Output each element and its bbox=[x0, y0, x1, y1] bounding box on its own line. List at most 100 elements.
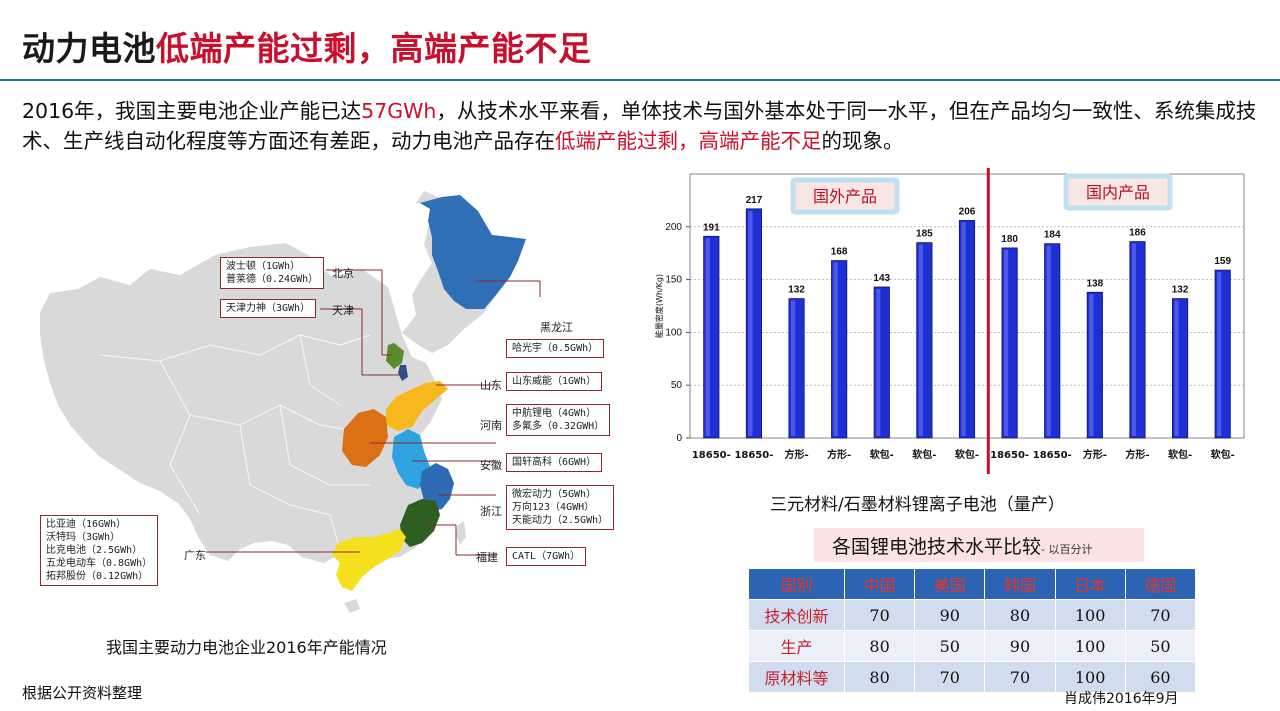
intro-highlight-capacity: 57GWh bbox=[361, 99, 437, 123]
group-label: 国内产品 bbox=[1086, 183, 1150, 202]
box-zhejiang: 微宏动力（5GWh） 万向123（4GWH） 天能动力（2.5GWh） bbox=[506, 485, 615, 530]
company-lishen: 天津力神（3GWh） bbox=[226, 303, 311, 314]
x-tick-label: 软包- bbox=[1211, 448, 1235, 461]
map-caption: 我国主要动力电池企业2016年产能情况 bbox=[106, 638, 387, 657]
company-bak: 比克电池（2.5GWh） bbox=[46, 545, 143, 556]
y-tick-label: 0 bbox=[676, 433, 682, 444]
page-title: 动力电池低端产能过剩，高端产能不足 bbox=[22, 22, 592, 70]
china-base-shape bbox=[40, 243, 442, 563]
data-label: 191 bbox=[703, 222, 720, 233]
company-tianneng: 天能动力（2.5GWh） bbox=[512, 515, 609, 526]
table-cell: 90 bbox=[914, 599, 986, 631]
beijing-shape bbox=[386, 343, 404, 369]
company-dfd: 多氟多（0.32GWH） bbox=[512, 421, 605, 432]
bar-highlight bbox=[1046, 245, 1051, 436]
bar-highlight bbox=[918, 244, 924, 436]
header-cell: 国别 bbox=[748, 568, 845, 600]
y-tick-label: 200 bbox=[665, 222, 682, 233]
chart-title: 三元材料/石墨材料锂离子电池（量产） bbox=[770, 495, 1065, 515]
data-label: 138 bbox=[1087, 278, 1104, 289]
taiwan-shape bbox=[456, 521, 466, 545]
map-shapes bbox=[40, 191, 526, 613]
intro-text-2: ，从技术水平来看，单体技术与国外基本处于同一水平，但在产品均匀一致性、系统集成技… bbox=[22, 99, 1257, 153]
data-label: 184 bbox=[1044, 230, 1061, 241]
table-row: 原材料等 80 70 70 100 60 bbox=[748, 661, 1197, 693]
company-wanxiang: 万向123（4GWH） bbox=[512, 502, 595, 513]
label-guangdong: 广东 bbox=[184, 549, 206, 562]
box-tianjin: 天津力神（3GWh） bbox=[220, 299, 317, 318]
bar-highlight bbox=[1174, 300, 1179, 436]
chart-svg: 0 50 100 150 200 能量密度(Wh/Kg) 191 18650- 217 18650… bbox=[654, 168, 1245, 474]
intro-text-1: 2016年，我国主要电池企业产能已达 bbox=[22, 99, 362, 123]
table-cell: 70 bbox=[1124, 599, 1197, 631]
hainan-shape bbox=[344, 599, 360, 613]
label-tianjin: 天津 bbox=[332, 304, 354, 317]
box-anhui: 国轩高科（6GWH） bbox=[506, 453, 603, 472]
box-heilongjiang: 哈光宇（0.5GWh） bbox=[506, 339, 605, 358]
table-cell: 60 bbox=[1124, 661, 1197, 693]
company-microvast: 微宏动力（5GWh） bbox=[512, 489, 597, 500]
data-label: 168 bbox=[831, 247, 848, 258]
bar-highlight bbox=[1217, 272, 1222, 436]
table-row: 生产 80 50 90 100 50 bbox=[748, 630, 1197, 662]
x-tick-label: 软包- bbox=[1168, 448, 1192, 461]
x-tick-label: 18650- bbox=[734, 450, 773, 461]
bar-highlight bbox=[1003, 249, 1009, 436]
company-catl: CATL（7GWh） bbox=[512, 551, 581, 562]
label-anhui: 安徽 bbox=[480, 459, 502, 472]
data-label: 180 bbox=[1001, 234, 1018, 245]
label-beijing: 北京 bbox=[332, 267, 354, 280]
comparison-title: 各国锂电池技术水平比较- 以百分计 bbox=[814, 528, 1144, 562]
x-tick-label: 方形- bbox=[784, 448, 808, 461]
row-label: 生产 bbox=[748, 630, 845, 662]
label-fujian: 福建 bbox=[476, 551, 498, 564]
box-shandong: 山东威能（1GWh） bbox=[506, 372, 603, 391]
bar-highlight bbox=[961, 222, 966, 436]
header-cell: 韩国 bbox=[984, 568, 1056, 600]
zhejiang-shape bbox=[420, 463, 454, 511]
row-label: 原材料等 bbox=[748, 661, 845, 693]
x-tick-label: 软包- bbox=[955, 448, 979, 461]
y-tick-label: 50 bbox=[671, 380, 683, 391]
bar-highlight bbox=[876, 288, 881, 436]
henan-shape bbox=[342, 409, 388, 467]
fujian-shape bbox=[400, 499, 440, 547]
table-cell: 80 bbox=[843, 661, 916, 693]
x-tick-label: 18650- bbox=[990, 450, 1029, 461]
y-tick-label: 100 bbox=[665, 327, 682, 338]
box-fujian: CATL（7GWh） bbox=[506, 547, 587, 566]
header-cell: 中国 bbox=[843, 568, 916, 600]
company-coslight: 哈光宇（0.5GWh） bbox=[512, 343, 599, 354]
company-optimum: 沃特玛（3GWh） bbox=[46, 532, 121, 543]
bar-highlight bbox=[748, 210, 753, 436]
label-shandong: 山东 bbox=[480, 379, 502, 392]
label-zhejiang: 浙江 bbox=[480, 505, 502, 518]
data-label: 143 bbox=[873, 273, 890, 284]
guangdong-shape bbox=[332, 529, 406, 591]
group-label-box bbox=[790, 177, 900, 215]
province-borders bbox=[99, 334, 371, 544]
bar-highlight bbox=[833, 262, 838, 436]
energy-density-chart: 0 50 100 150 200 能量密度(Wh/Kg) 191 18650- 217 18650… bbox=[648, 168, 1260, 478]
data-label: 132 bbox=[788, 285, 805, 296]
header-cell: 德国 bbox=[1124, 568, 1197, 600]
y-axis-label: 能量密度(Wh/Kg) bbox=[654, 274, 664, 338]
company-topband: 拓邦股份（0.12GWh） bbox=[46, 571, 149, 582]
bar-highlight bbox=[1089, 294, 1094, 436]
x-tick-label: 方形- bbox=[1125, 448, 1149, 461]
label-henan: 河南 bbox=[480, 419, 502, 432]
company-pride: 普莱德（0.24GWh） bbox=[226, 274, 319, 285]
data-label: 159 bbox=[1214, 256, 1231, 267]
anhui-shape bbox=[392, 429, 430, 489]
intro-text-3: 的现象。 bbox=[821, 129, 904, 153]
box-beijing: 波士顿（1GWh） 普莱德（0.24GWh） bbox=[220, 257, 325, 289]
data-label: 132 bbox=[1172, 285, 1189, 296]
header-cell: 美国 bbox=[914, 568, 986, 600]
china-map: 北京 天津 黑龙江 山东 河南 安徽 浙江 福建 广东 波士顿（1GWh） 普莱… bbox=[40, 185, 630, 615]
table-cell: 70 bbox=[914, 661, 986, 693]
group-label: 国外产品 bbox=[813, 187, 877, 206]
row-label: 技术创新 bbox=[748, 599, 845, 631]
table-header-row: 国别 中国 美国 韩国 日本 德国 bbox=[748, 568, 1197, 600]
y-tick-label: 150 bbox=[665, 275, 682, 286]
tianjin-shape bbox=[398, 365, 408, 381]
